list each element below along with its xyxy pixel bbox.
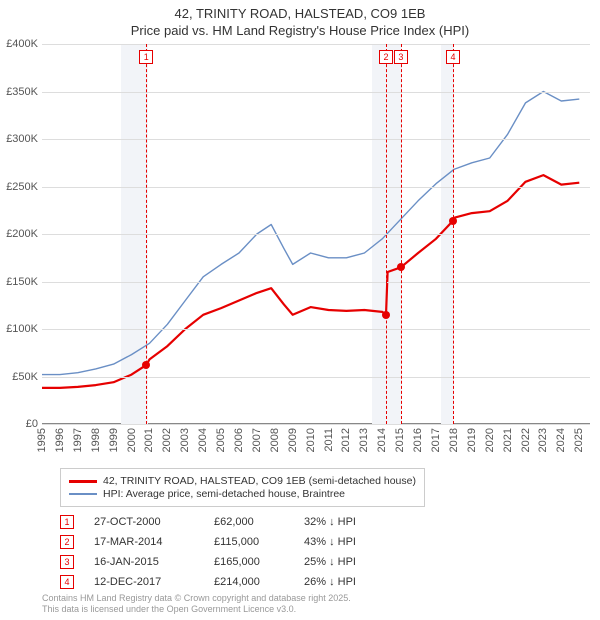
- y-gridline: [42, 424, 590, 425]
- transaction-hpi-diff: 26% ↓ HPI: [304, 576, 394, 588]
- sale-marker-number: 1: [139, 50, 153, 64]
- sale-marker-line: [401, 44, 402, 424]
- y-axis-label: £250K: [0, 181, 38, 193]
- x-axis-label: 2015: [394, 428, 406, 452]
- transaction-date: 16-JAN-2015: [94, 556, 214, 568]
- x-axis-label: 2018: [448, 428, 460, 452]
- transaction-price: £214,000: [214, 576, 304, 588]
- y-axis-label: £350K: [0, 86, 38, 98]
- legend-swatch-hpi: [69, 493, 97, 495]
- x-axis-label: 2013: [358, 428, 370, 452]
- sale-marker-number: 3: [394, 50, 408, 64]
- transaction-hpi-diff: 43% ↓ HPI: [304, 536, 394, 548]
- x-axis-label: 2003: [179, 428, 191, 452]
- y-axis-label: £150K: [0, 276, 38, 288]
- x-axis-label: 2019: [466, 428, 478, 452]
- footer-line-1: Contains HM Land Registry data © Crown c…: [42, 593, 351, 605]
- x-axis-label: 2016: [412, 428, 424, 452]
- sale-marker-dot: [382, 311, 390, 319]
- transaction-row: 1 27-OCT-2000£62,00032% ↓ HPI: [60, 512, 394, 532]
- transaction-date: 12-DEC-2017: [94, 576, 214, 588]
- y-gridline: [42, 187, 590, 188]
- transaction-number: 1: [60, 515, 74, 529]
- transactions-table: 1 27-OCT-2000£62,00032% ↓ HPI 2 17-MAR-2014…: [60, 512, 394, 592]
- x-axis-label: 2023: [537, 428, 549, 452]
- y-gridline: [42, 329, 590, 330]
- x-axis-label: 2005: [215, 428, 227, 452]
- x-axis-label: 2011: [323, 428, 335, 452]
- x-axis-label: 2006: [233, 428, 245, 452]
- y-gridline: [42, 44, 590, 45]
- sale-marker-dot: [142, 361, 150, 369]
- legend-swatch-property: [69, 480, 97, 483]
- x-axis-label: 1997: [72, 428, 84, 452]
- transaction-row: 2 17-MAR-2014£115,00043% ↓ HPI: [60, 532, 394, 552]
- transaction-row: 3 16-JAN-2015£165,00025% ↓ HPI: [60, 552, 394, 572]
- x-axis-label: 2007: [251, 428, 263, 452]
- x-axis-label: 2012: [340, 428, 352, 452]
- x-axis-label: 2000: [126, 428, 138, 452]
- chart-container: 42, TRINITY ROAD, HALSTEAD, CO9 1EB Pric…: [0, 0, 600, 620]
- transaction-number: 3: [60, 555, 74, 569]
- x-axis-label: 2008: [269, 428, 281, 452]
- y-gridline: [42, 282, 590, 283]
- y-axis-label: £200K: [0, 228, 38, 240]
- x-axis-label: 2010: [305, 428, 317, 452]
- x-axis-label: 2025: [573, 428, 585, 452]
- legend-row-property: 42, TRINITY ROAD, HALSTEAD, CO9 1EB (sem…: [69, 475, 416, 487]
- x-axis-label: 2002: [161, 428, 173, 452]
- transaction-price: £62,000: [214, 516, 304, 528]
- x-axis-label: 2024: [555, 428, 567, 452]
- x-axis-label: 2001: [143, 428, 155, 452]
- transaction-row: 4 12-DEC-2017£214,00026% ↓ HPI: [60, 572, 394, 592]
- sale-marker-line: [453, 44, 454, 424]
- legend-label-property: 42, TRINITY ROAD, HALSTEAD, CO9 1EB (sem…: [103, 475, 416, 487]
- y-gridline: [42, 139, 590, 140]
- sale-marker-dot: [397, 263, 405, 271]
- chart-plot-area: £0£50K£100K£150K£200K£250K£300K£350K£400…: [42, 44, 590, 424]
- title-line-1: 42, TRINITY ROAD, HALSTEAD, CO9 1EB: [0, 6, 600, 23]
- x-axis-label: 2020: [484, 428, 496, 452]
- chart-title: 42, TRINITY ROAD, HALSTEAD, CO9 1EB Pric…: [0, 0, 600, 40]
- x-axis-label: 2004: [197, 428, 209, 452]
- x-axis-label: 2017: [430, 428, 442, 452]
- title-line-2: Price paid vs. HM Land Registry's House …: [0, 23, 600, 40]
- transaction-number: 2: [60, 535, 74, 549]
- footer-line-2: This data is licensed under the Open Gov…: [42, 604, 351, 616]
- y-gridline: [42, 377, 590, 378]
- transaction-price: £165,000: [214, 556, 304, 568]
- transaction-number: 4: [60, 575, 74, 589]
- legend-box: 42, TRINITY ROAD, HALSTEAD, CO9 1EB (sem…: [60, 468, 425, 507]
- transaction-hpi-diff: 25% ↓ HPI: [304, 556, 394, 568]
- transaction-hpi-diff: 32% ↓ HPI: [304, 516, 394, 528]
- x-axis-label: 1999: [108, 428, 120, 452]
- transaction-price: £115,000: [214, 536, 304, 548]
- y-axis-label: £300K: [0, 133, 38, 145]
- transaction-date: 17-MAR-2014: [94, 536, 214, 548]
- sale-marker-dot: [449, 217, 457, 225]
- footer-credit: Contains HM Land Registry data © Crown c…: [42, 593, 351, 616]
- plot-region: £0£50K£100K£150K£200K£250K£300K£350K£400…: [42, 44, 590, 424]
- x-axis-label: 2021: [502, 428, 514, 452]
- x-axis-label: 1996: [54, 428, 66, 452]
- y-axis-label: £50K: [0, 371, 38, 383]
- legend-label-hpi: HPI: Average price, semi-detached house,…: [103, 488, 345, 500]
- y-axis-label: £400K: [0, 38, 38, 50]
- sale-marker-number: 2: [379, 50, 393, 64]
- y-axis-label: £0: [0, 418, 38, 430]
- transaction-date: 27-OCT-2000: [94, 516, 214, 528]
- x-axis-label: 1995: [36, 428, 48, 452]
- x-axis-label: 1998: [90, 428, 102, 452]
- y-gridline: [42, 92, 590, 93]
- x-axis-label: 2014: [376, 428, 388, 452]
- x-axis-label: 2009: [287, 428, 299, 452]
- sale-marker-line: [386, 44, 387, 424]
- sale-marker-number: 4: [446, 50, 460, 64]
- legend-row-hpi: HPI: Average price, semi-detached house,…: [69, 488, 416, 500]
- y-gridline: [42, 234, 590, 235]
- x-axis-label: 2022: [520, 428, 532, 452]
- y-axis-label: £100K: [0, 323, 38, 335]
